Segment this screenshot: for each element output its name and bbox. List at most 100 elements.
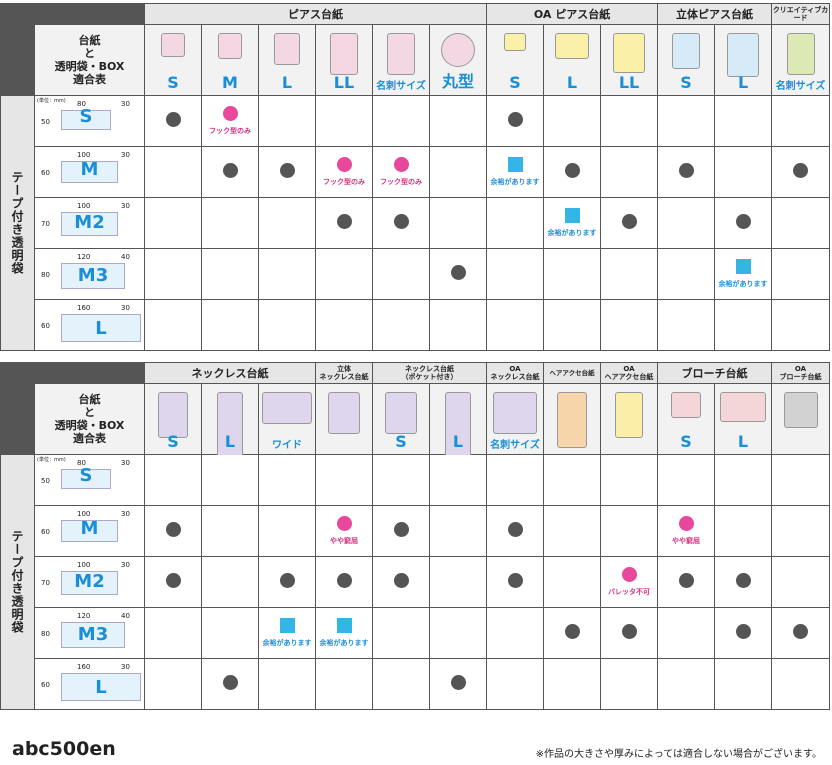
compat-note: やや窮屈 (672, 537, 700, 545)
roomy-mark (507, 157, 523, 172)
compat-cell (201, 248, 259, 300)
bag-illustration: M2 (61, 571, 118, 595)
compatible-mark (279, 162, 295, 178)
compat-cell (144, 197, 202, 249)
bag-illustration: M3 (61, 622, 125, 648)
unit-label: (単位：mm) (37, 457, 66, 463)
product-illustration (218, 33, 242, 59)
compat-cell (201, 299, 259, 351)
compat-cell (372, 299, 430, 351)
table-title: 台紙 と 透明袋・BOX 適合表 (34, 383, 145, 455)
compat-cell (372, 556, 430, 608)
product-illustration (262, 392, 312, 424)
compat-table-necklace: ネックレス台紙 立体 ネックレス台紙 ネックレス台紙 （ポケット付き） OA ネ… (0, 362, 830, 710)
bag-flap: 40 (121, 253, 130, 261)
compat-cell (657, 556, 715, 608)
compat-cell (543, 248, 602, 300)
bag-illustration: L (61, 673, 141, 701)
product-cell (771, 383, 830, 455)
product-cell (600, 383, 658, 455)
product-label: L (224, 432, 236, 451)
compat-cell (714, 454, 772, 506)
conditional-mark (678, 516, 694, 531)
bag-code: S (79, 465, 93, 486)
compat-cell (258, 299, 316, 351)
bag-width: 160 (77, 304, 91, 312)
corner-cell (34, 3, 145, 25)
group-header: OA ネックレス台紙 (486, 362, 544, 384)
compatible-mark (621, 213, 637, 229)
product-illustration (783, 392, 818, 428)
compat-note: 余裕があります (319, 639, 369, 647)
compat-cell (657, 299, 716, 351)
bag-height: 70 (41, 220, 50, 228)
compat-note: やや窮屈 (330, 537, 358, 545)
product-illustration (161, 33, 185, 57)
product-cell: 丸型 (428, 24, 488, 96)
group-header: OA ヘアアクセ台紙 (600, 362, 658, 384)
product-cell: L (201, 383, 259, 464)
product-illustration (445, 392, 471, 464)
compat-cell (144, 505, 202, 557)
group-header: ネックレス台紙 (144, 362, 316, 384)
compat-cell (429, 556, 487, 608)
roomy-mark (735, 259, 751, 274)
bag-width: 100 (77, 510, 91, 518)
product-row: 台紙 と 透明袋・BOX 適合表 S M L LL 名刺サイズ 丸型 S L LL S L 名刺サイズ (0, 24, 831, 96)
product-illustration (672, 33, 701, 69)
unit-label: (単位：mm) (37, 98, 66, 104)
compatible-mark (793, 162, 809, 178)
group-header-row: ピアス台紙 OA ピアス台紙 立体ピアス台紙 クリエイティブカード (0, 3, 831, 25)
product-illustration (613, 33, 646, 73)
compat-cell (144, 146, 202, 198)
compat-cell: フック型のみ (315, 146, 373, 198)
product-illustration (555, 33, 590, 59)
compat-cell (486, 607, 544, 659)
bag-size-cell: 80 120 40 M3 (34, 248, 145, 300)
conditional-mark (222, 106, 238, 121)
product-cell: LL (600, 24, 659, 96)
bag-code: M3 (77, 265, 109, 286)
compatible-mark (621, 623, 637, 639)
product-label: LL (618, 73, 640, 92)
corner-cell (0, 362, 35, 384)
product-label: 丸型 (442, 72, 475, 91)
table-row: 60 160 30 L (1, 658, 830, 710)
bag-size-cell: 70 100 30 M2 (34, 197, 145, 249)
compat-cell (372, 95, 430, 147)
product-illustration (158, 392, 188, 438)
compatible-mark (678, 162, 694, 178)
compat-cell (771, 146, 831, 198)
compat-cell: 余裕があります (543, 197, 602, 249)
product-cell: ワイド (258, 383, 316, 455)
table-row: 60 100 30 M フック型のみ フック型のみ 余裕があります (1, 146, 831, 198)
compatible-mark (507, 521, 523, 537)
compat-cell: 余裕があります (714, 248, 773, 300)
bag-flap: 30 (121, 459, 130, 467)
compatible-mark (222, 162, 238, 178)
compat-cell (600, 95, 659, 147)
compat-note: 余裕があります (490, 178, 540, 186)
compat-cell (429, 505, 487, 557)
compat-cell (201, 505, 259, 557)
product-cell: L (714, 383, 772, 455)
compat-cell (428, 95, 488, 147)
bag-code: M2 (74, 212, 105, 233)
product-cell (543, 383, 601, 455)
bag-illustration: M (61, 159, 118, 183)
compat-cell (600, 607, 658, 659)
compat-cell (771, 505, 830, 557)
product-label: L (737, 73, 749, 92)
compat-cell (486, 454, 544, 506)
product-illustration (328, 392, 360, 434)
compatible-mark (393, 521, 409, 537)
compatible-mark (165, 521, 181, 537)
compat-cell (600, 454, 658, 506)
product-cell: M (201, 24, 259, 96)
compat-cell (543, 556, 601, 608)
bag-size-cell: 60 160 30 L (34, 658, 145, 710)
compat-cell (315, 197, 373, 249)
bag-code: M3 (77, 624, 109, 645)
bag-height: 60 (41, 169, 50, 177)
product-label: LL (333, 73, 355, 92)
